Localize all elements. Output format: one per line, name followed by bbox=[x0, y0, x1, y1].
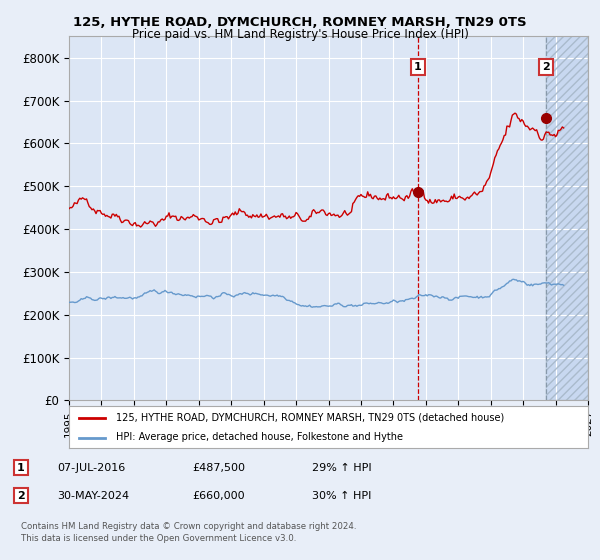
Text: 1: 1 bbox=[17, 463, 25, 473]
Bar bbox=[546, 36, 588, 400]
Text: Contains HM Land Registry data © Crown copyright and database right 2024.: Contains HM Land Registry data © Crown c… bbox=[21, 522, 356, 531]
Text: £487,500: £487,500 bbox=[192, 463, 245, 473]
Text: 125, HYTHE ROAD, DYMCHURCH, ROMNEY MARSH, TN29 0TS (detached house): 125, HYTHE ROAD, DYMCHURCH, ROMNEY MARSH… bbox=[116, 413, 504, 423]
Text: 2: 2 bbox=[17, 491, 25, 501]
Text: 2: 2 bbox=[542, 62, 550, 72]
Text: 30-MAY-2024: 30-MAY-2024 bbox=[57, 491, 129, 501]
Text: HPI: Average price, detached house, Folkestone and Hythe: HPI: Average price, detached house, Folk… bbox=[116, 432, 403, 442]
Text: Price paid vs. HM Land Registry's House Price Index (HPI): Price paid vs. HM Land Registry's House … bbox=[131, 28, 469, 41]
Text: This data is licensed under the Open Government Licence v3.0.: This data is licensed under the Open Gov… bbox=[21, 534, 296, 543]
Text: 1: 1 bbox=[414, 62, 422, 72]
Text: £660,000: £660,000 bbox=[192, 491, 245, 501]
Text: 07-JUL-2016: 07-JUL-2016 bbox=[57, 463, 125, 473]
Text: 125, HYTHE ROAD, DYMCHURCH, ROMNEY MARSH, TN29 0TS: 125, HYTHE ROAD, DYMCHURCH, ROMNEY MARSH… bbox=[73, 16, 527, 29]
Text: 29% ↑ HPI: 29% ↑ HPI bbox=[312, 463, 371, 473]
Text: 30% ↑ HPI: 30% ↑ HPI bbox=[312, 491, 371, 501]
Bar bbox=[546, 36, 588, 400]
